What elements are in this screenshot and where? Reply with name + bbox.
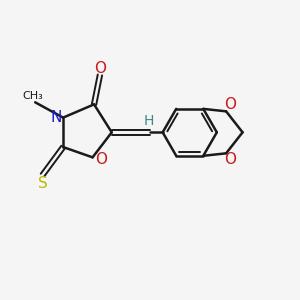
Text: O: O (94, 61, 106, 76)
Text: S: S (38, 176, 47, 191)
Text: CH₃: CH₃ (22, 91, 43, 101)
Text: H: H (143, 114, 154, 128)
Text: O: O (95, 152, 107, 167)
Text: O: O (224, 152, 236, 167)
Text: O: O (224, 98, 236, 112)
Text: N: N (51, 110, 62, 125)
